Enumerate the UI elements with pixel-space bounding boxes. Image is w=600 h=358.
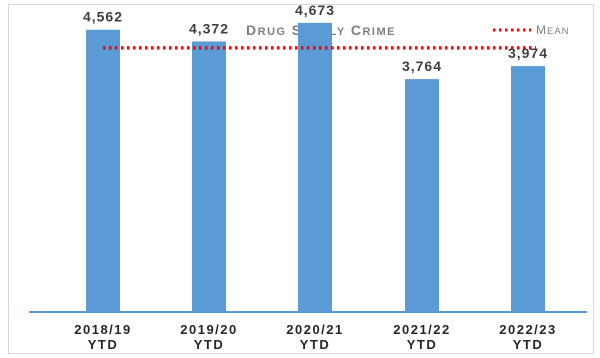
x-tick-label-2022-23-line2: YTD <box>513 337 544 352</box>
x-tick-label-2021-22: 2021/22 <box>393 322 451 337</box>
x-tick-label-2020-21: 2020/21 <box>286 322 344 337</box>
legend-label-mean: MEAN <box>536 23 570 37</box>
bar-2021-22 <box>405 79 439 312</box>
data-label-2018-19: 4,562 <box>83 9 123 25</box>
bar-2020-21 <box>298 22 332 313</box>
data-label-2022-23: 3,974 <box>508 45 548 61</box>
data-label-2020-21: 4,673 <box>295 5 335 18</box>
x-tick-label-2019-20-line2: YTD <box>194 337 225 352</box>
x-tick-label-2022-23: 2022/23 <box>499 322 557 337</box>
bar-chart: DRUG SUPPLY CRIME MEAN 4,5624,3724,6733,… <box>29 5 587 352</box>
x-tick-label-2019-20: 2019/20 <box>180 322 238 337</box>
data-label-2019-20: 4,372 <box>189 20 229 36</box>
x-tick-label-2021-22-line2: YTD <box>407 337 438 352</box>
data-label-2021-22: 3,764 <box>402 58 442 74</box>
bar-2022-23 <box>511 66 545 312</box>
bar-2019-20 <box>192 41 226 313</box>
chart-frame: DRUG SUPPLY CRIME MEAN 4,5624,3724,6733,… <box>8 4 594 354</box>
x-tick-label-2020-21-line2: YTD <box>300 337 331 352</box>
x-tick-label-2018-19: 2018/19 <box>74 322 132 337</box>
x-tick-label-2018-19-line2: YTD <box>88 337 119 352</box>
bar-2018-19 <box>86 29 120 312</box>
